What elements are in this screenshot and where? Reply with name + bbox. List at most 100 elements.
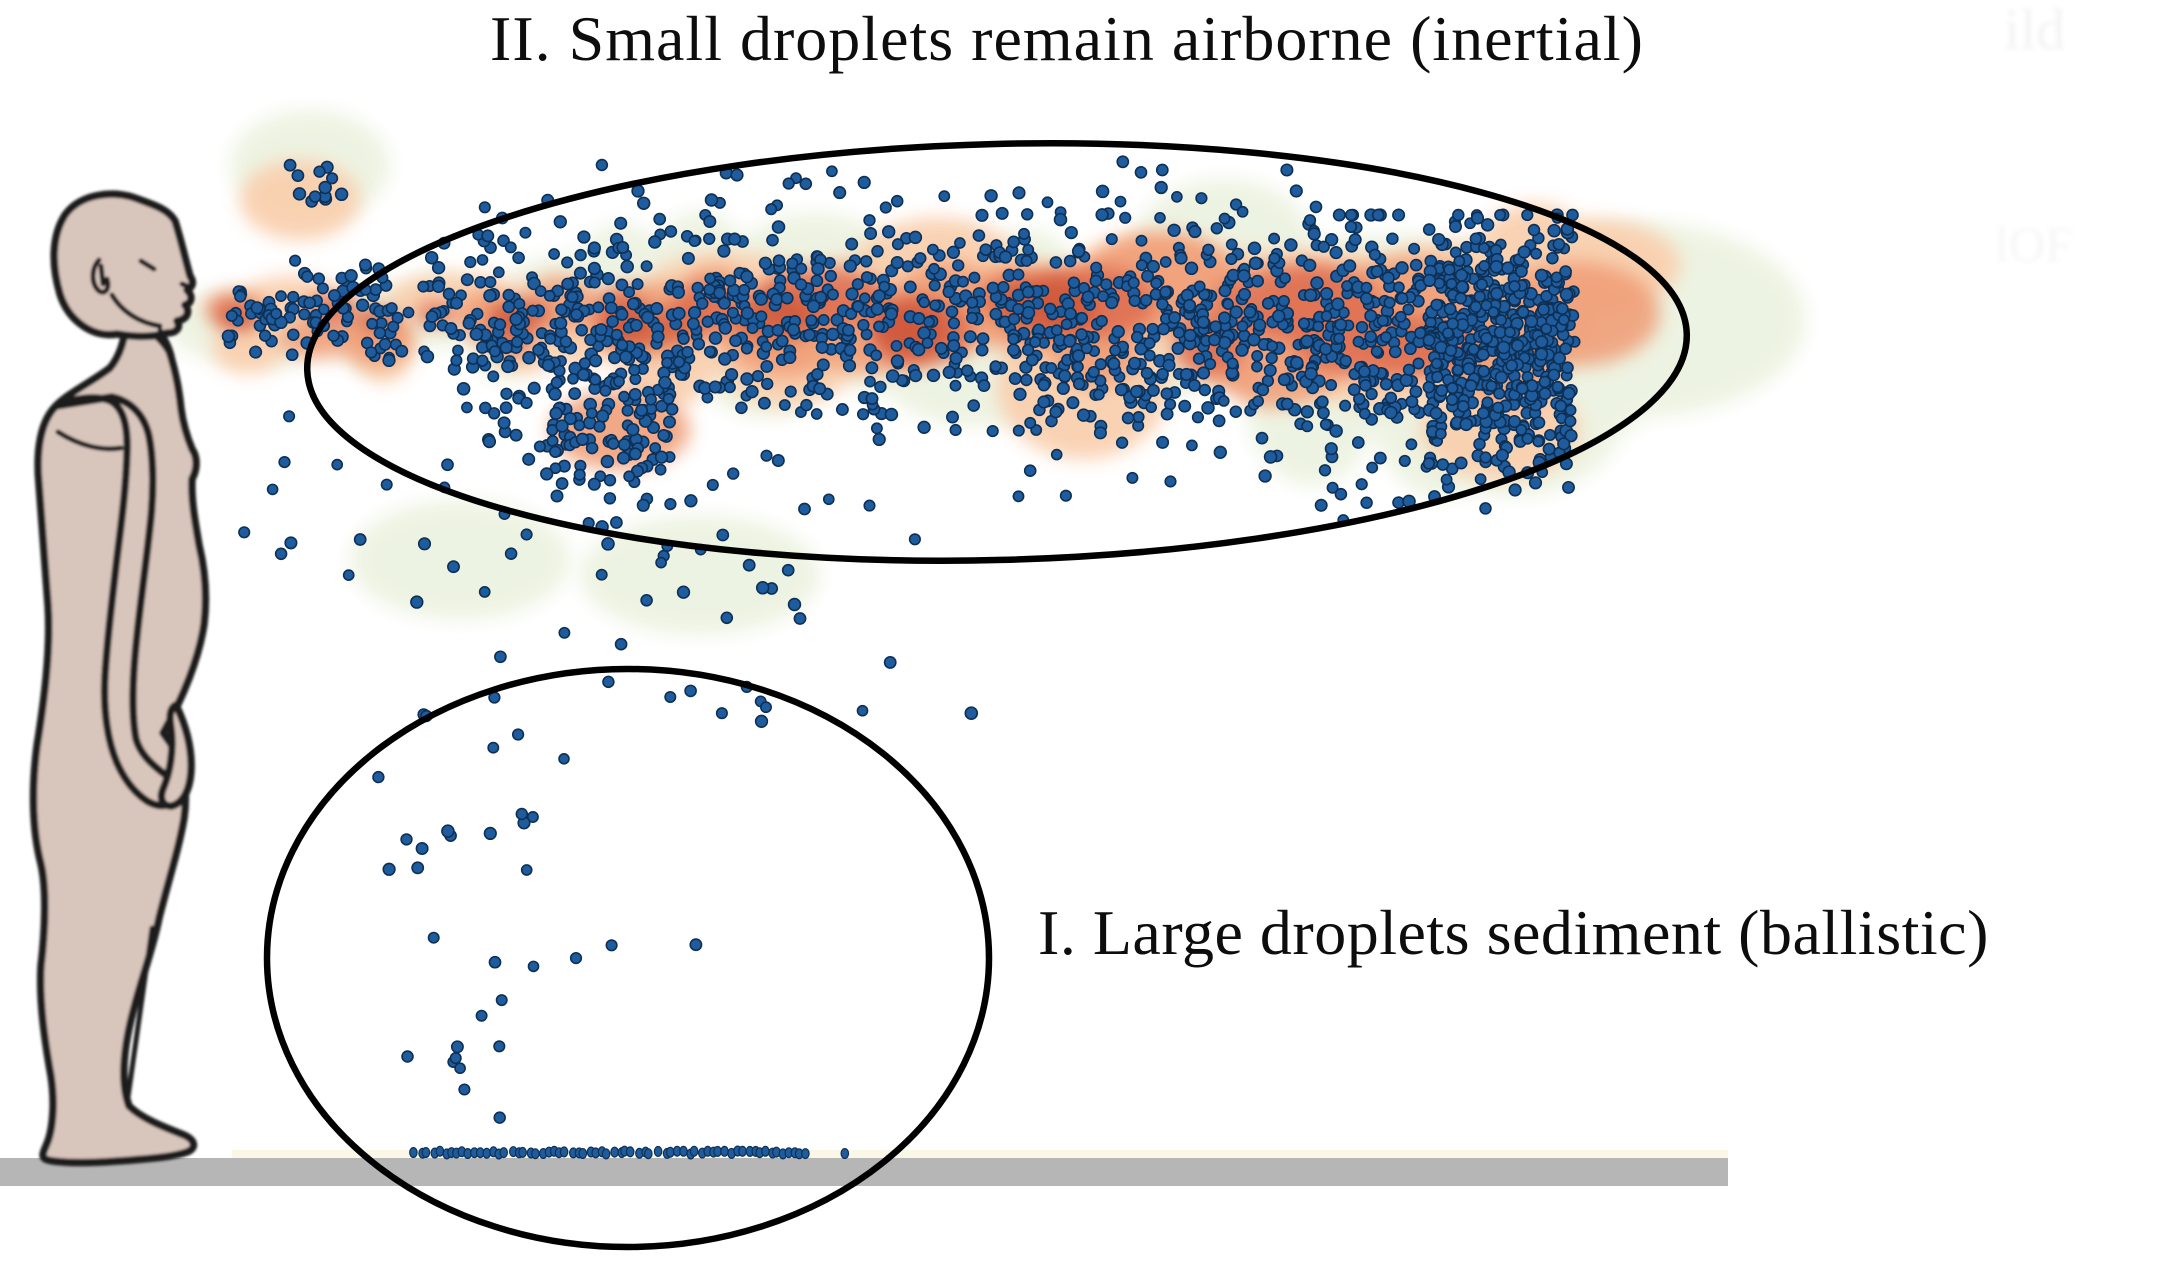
droplet: [926, 368, 941, 383]
droplet: [786, 257, 799, 270]
droplet: [1319, 342, 1333, 356]
droplet: [1053, 212, 1068, 227]
droplet: [1218, 395, 1230, 407]
droplet: [1495, 314, 1507, 327]
droplet: [1105, 295, 1119, 310]
droplet: [720, 611, 734, 625]
droplet: [495, 994, 508, 1007]
droplet: [811, 262, 825, 276]
droplet: [1020, 373, 1033, 387]
droplet: [1179, 367, 1193, 381]
droplet: [1467, 343, 1480, 356]
droplet: [1464, 379, 1478, 393]
droplet: [569, 951, 583, 965]
droplet: [478, 201, 491, 214]
droplet: [1357, 365, 1371, 378]
droplet: [417, 537, 432, 551]
droplet: [661, 356, 673, 369]
droplet: [1409, 258, 1423, 272]
droplet: [420, 349, 435, 364]
droplet: [1546, 251, 1559, 265]
droplet: [664, 690, 677, 704]
droplet: [1528, 476, 1543, 490]
droplet: [1515, 423, 1528, 436]
droplet: [1559, 265, 1572, 278]
droplet: [856, 408, 870, 421]
droplet: [1469, 300, 1482, 313]
droplet: [1453, 255, 1466, 267]
droplet: [672, 306, 686, 321]
droplet: [1253, 318, 1267, 332]
droplet: [1538, 375, 1552, 389]
droplet: [724, 367, 739, 382]
droplet: [826, 327, 840, 342]
droplet: [441, 458, 454, 472]
droplet: [1012, 186, 1026, 200]
droplet: [786, 323, 801, 337]
droplet: [640, 310, 655, 325]
droplet: [1236, 205, 1249, 218]
droplet: [1365, 387, 1378, 401]
droplet: [458, 1083, 471, 1096]
droplet: [452, 344, 464, 357]
droplet: [665, 402, 679, 416]
droplet: [1341, 280, 1353, 292]
sediment-droplet: [409, 1146, 418, 1158]
droplet: [527, 276, 541, 291]
droplet: [771, 453, 785, 468]
droplet: [979, 243, 992, 256]
droplet: [483, 826, 497, 841]
sediment-droplet: [518, 1146, 527, 1158]
droplet: [860, 271, 874, 284]
droplet: [1402, 363, 1416, 376]
droplet: [415, 841, 429, 855]
droplet: [464, 256, 477, 269]
droplet: [283, 158, 297, 172]
droplet: [1564, 404, 1577, 417]
droplet: [884, 407, 899, 422]
droplet: [1550, 271, 1563, 284]
droplet: [1280, 397, 1294, 411]
droplet: [520, 864, 533, 876]
droplet: [883, 655, 897, 669]
droplet: [1081, 290, 1095, 304]
droplet: [369, 283, 383, 296]
droplet: [1186, 439, 1198, 452]
droplet: [558, 752, 570, 765]
figure-far-hand: [157, 701, 195, 810]
droplet: [872, 432, 886, 447]
sediment-label: I. Large droplets sediment (ballistic): [1038, 897, 1989, 968]
droplet: [1339, 354, 1352, 368]
droplet: [1126, 471, 1139, 484]
droplet: [856, 704, 869, 717]
droplet: [942, 285, 956, 299]
droplet: [250, 301, 264, 315]
droplet: [758, 256, 773, 270]
droplet: [476, 254, 489, 266]
droplet: [456, 382, 471, 396]
droplet: [550, 376, 563, 389]
droplet: [651, 330, 665, 344]
droplet: [723, 274, 737, 287]
droplet: [1297, 317, 1311, 330]
droplet: [1090, 261, 1103, 274]
droplet: [592, 301, 605, 314]
droplet: [1008, 372, 1022, 386]
droplet: [1394, 310, 1407, 323]
droplet: [1183, 328, 1197, 343]
droplet: [1218, 284, 1232, 298]
sediment-droplet: [421, 1146, 431, 1158]
droplet: [989, 360, 1002, 373]
droplet: [640, 260, 653, 273]
droplet: [923, 316, 935, 328]
droplet: [595, 568, 608, 581]
droplet: [619, 350, 633, 364]
droplet: [810, 408, 823, 420]
droplet: [1235, 343, 1249, 357]
droplet: [929, 299, 941, 312]
droplet: [1469, 232, 1483, 246]
droplet: [487, 741, 500, 754]
droplet: [977, 379, 991, 392]
droplet: [527, 381, 541, 395]
